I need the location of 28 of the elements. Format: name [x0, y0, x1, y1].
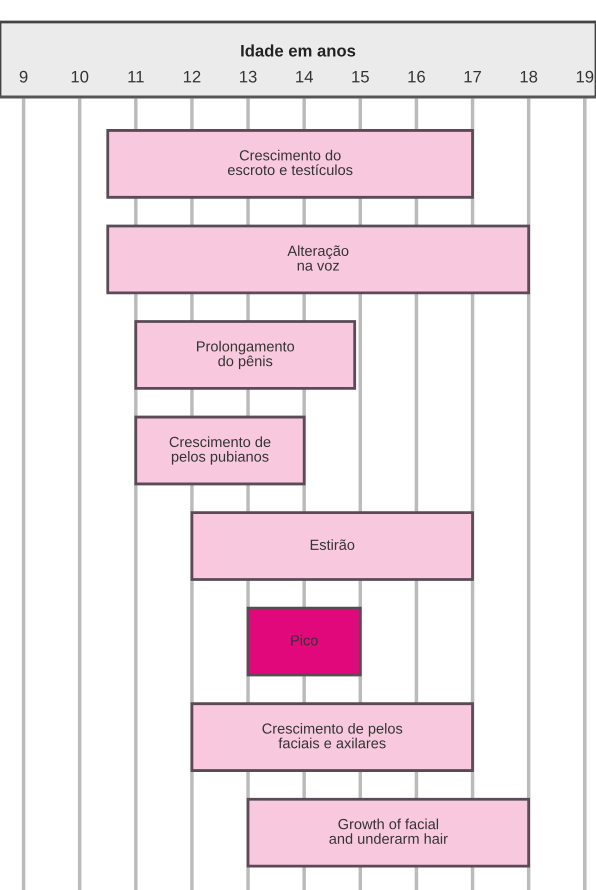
x-tick-label: 19 [576, 70, 594, 83]
annotation: Crescimento de pelos faciais e axilares [262, 723, 402, 748]
x-tick-label: 13 [240, 70, 257, 83]
x-tick-label: 14 [296, 70, 313, 82]
bar [134, 416, 306, 486]
bar [246, 798, 530, 868]
x-tick-label: 10 [72, 70, 88, 83]
annotation: Growth of facial and underarm hair [329, 818, 448, 844]
annotation: Pico [291, 634, 318, 646]
x-tick-label: 18 [520, 70, 538, 83]
annotation: Alteração na voz [287, 245, 348, 271]
bar [190, 702, 474, 772]
bar [106, 224, 530, 294]
x-tick-label: 12 [184, 70, 200, 82]
x-tick-label: 16 [408, 70, 425, 83]
annotation: Crescimento de pelos pubianos [170, 436, 270, 465]
bar [190, 511, 474, 581]
annotation: Crescimento do escroto e testículos [228, 150, 352, 176]
bar [134, 320, 356, 390]
x-tick-label: 11 [128, 70, 144, 82]
x-tick-label: 9 [20, 70, 28, 83]
bar [106, 129, 474, 199]
annotation: Estirão [310, 539, 354, 550]
x-tick-label: 17 [464, 70, 481, 82]
annotation: Prolongamento do pênis [196, 340, 294, 370]
bar [246, 606, 362, 676]
x-axis-title: Idade em anos [241, 44, 356, 57]
x-tick-label: 15 [352, 70, 369, 83]
